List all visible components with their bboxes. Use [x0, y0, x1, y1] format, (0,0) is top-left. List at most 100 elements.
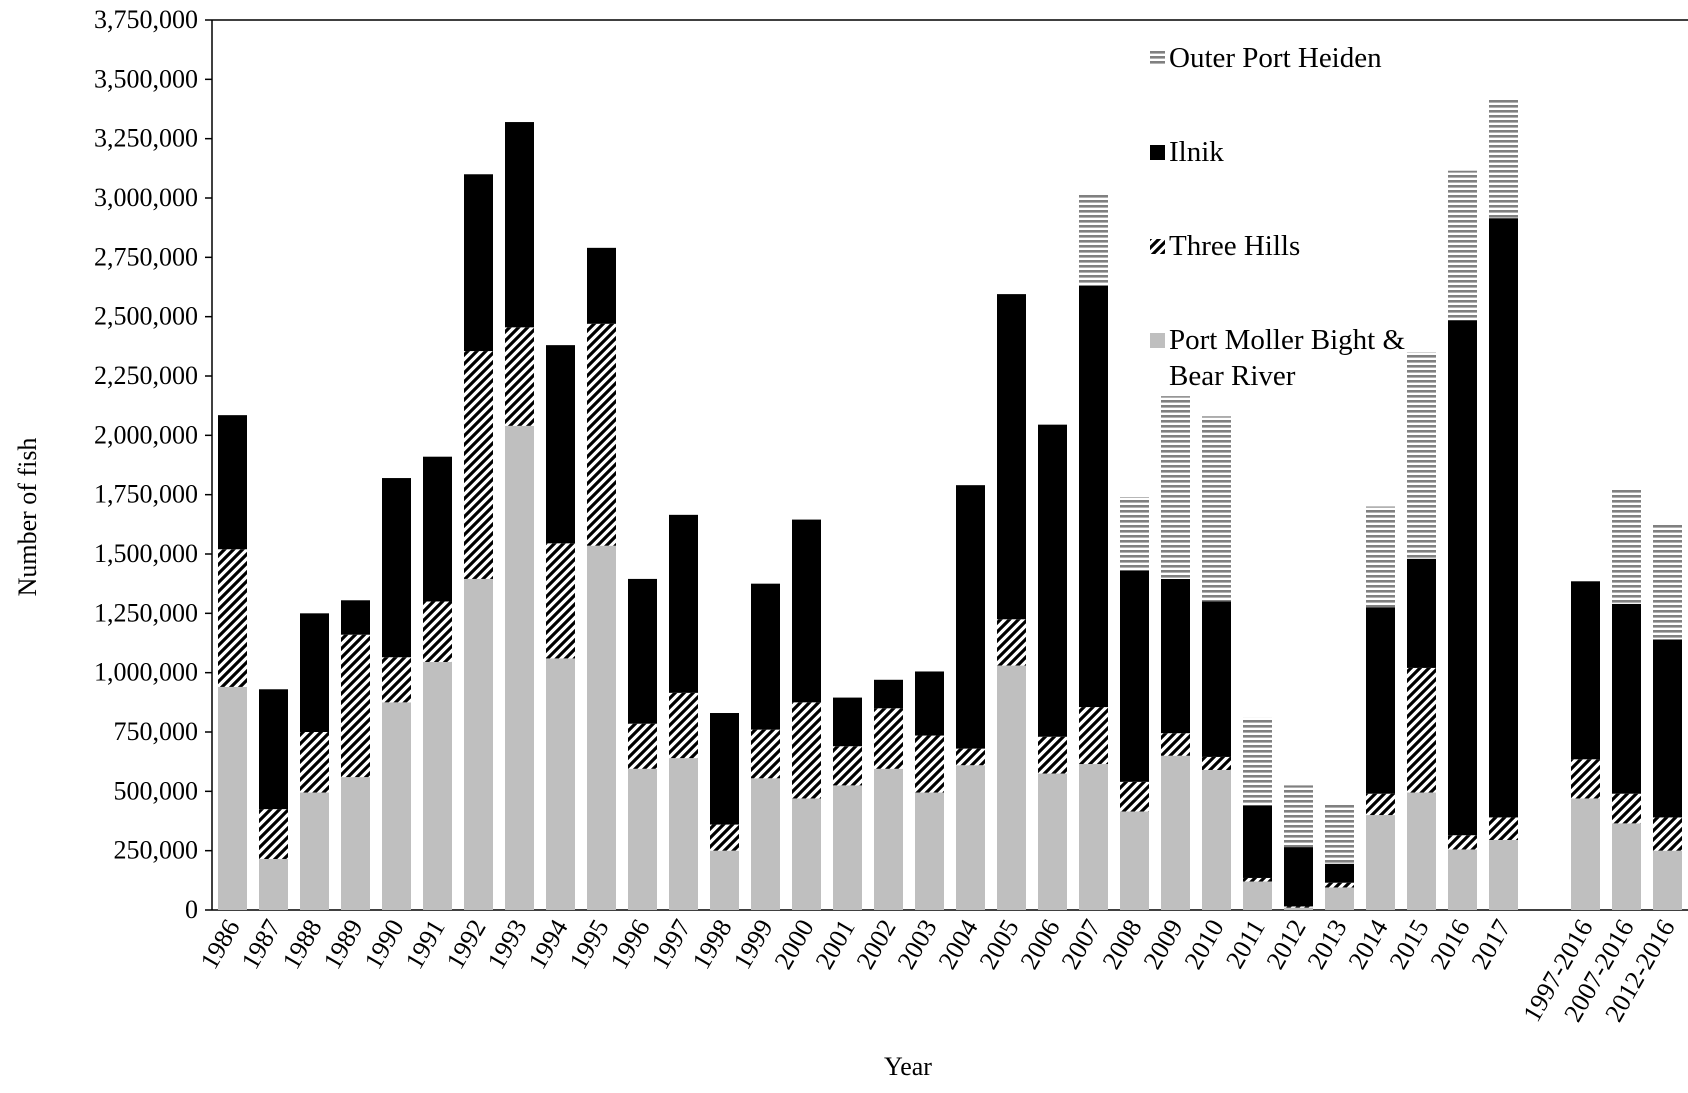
x-tick-label: 1991 [400, 915, 451, 975]
bar-segment [1120, 570, 1149, 782]
bar-segment [587, 545, 616, 910]
bar-segment [1489, 839, 1518, 910]
x-tick-label: 2010 [1179, 915, 1230, 975]
bar-segment [1079, 707, 1108, 765]
bar-segment [587, 323, 616, 546]
bar-segment [382, 657, 411, 703]
x-tick-label: 1988 [277, 915, 328, 975]
bar-segment [1202, 601, 1231, 757]
bar-segment [1243, 805, 1272, 878]
y-tick-label: 0 [185, 895, 198, 924]
y-tick-label: 3,250,000 [94, 124, 198, 153]
bar-segment [669, 758, 698, 910]
x-tick-label: 2013 [1302, 915, 1353, 975]
bar-segment [1325, 882, 1354, 888]
bar-segment [1366, 815, 1395, 910]
bar-segment [1243, 877, 1272, 882]
bar-segment [997, 619, 1026, 666]
bar-segment [792, 702, 821, 799]
bar-segment [423, 601, 452, 662]
x-tick-label: 1990 [359, 915, 410, 975]
y-axis-title: Number of fish [13, 438, 42, 597]
bar-segment [259, 689, 288, 810]
y-tick-label: 750,000 [114, 717, 199, 746]
bar-segment [956, 765, 985, 910]
y-tick-label: 2,500,000 [94, 302, 198, 331]
bar-segment [1079, 193, 1108, 286]
legend-swatch-fill [1150, 333, 1165, 348]
x-tick-label: 2007 [1056, 915, 1107, 975]
bar-segment [1120, 811, 1149, 910]
bar-segment [1571, 581, 1600, 760]
x-tick-label: 2003 [892, 915, 943, 975]
legend-swatch [1150, 333, 1165, 348]
bar-segment [669, 692, 698, 759]
bar-segment [1202, 769, 1231, 910]
x-tick-label: 1997 [646, 915, 697, 975]
bar-segment [915, 735, 944, 793]
legend-swatch [1150, 51, 1165, 66]
bar-segment [997, 665, 1026, 910]
legend-swatch-fill [1150, 51, 1165, 66]
legend-entry: Ilnik [1150, 134, 1450, 170]
x-tick-label: 2004 [933, 915, 984, 975]
legend-entry: Three Hills [1150, 228, 1450, 264]
bar-segment [956, 748, 985, 766]
bar-segment [751, 583, 780, 730]
bar-segment [833, 746, 862, 786]
bar-segment [710, 824, 739, 851]
bar-segment [300, 613, 329, 732]
bar-segment [1161, 396, 1190, 579]
legend-swatch [1150, 239, 1165, 254]
legend-swatch-fill [1150, 145, 1165, 160]
bar-segment [1079, 285, 1108, 708]
bar-segment [1120, 497, 1149, 571]
bar-segment [1038, 736, 1067, 774]
bar-segment [1407, 667, 1436, 793]
bar-segment [1653, 523, 1682, 640]
bar-segment [259, 809, 288, 859]
legend-entry: Outer Port Heiden [1150, 40, 1450, 76]
bar-segment [1284, 847, 1313, 907]
bar-segment [1161, 733, 1190, 756]
bar-segment [1653, 639, 1682, 818]
bar-segment [464, 174, 493, 352]
x-tick-label: 1995 [564, 915, 615, 975]
bar-segment [1612, 823, 1641, 910]
bar-segment [1489, 218, 1518, 818]
x-tick-label: 1989 [318, 915, 369, 975]
x-tick-label: 2008 [1097, 915, 1148, 975]
bar-segment [710, 850, 739, 910]
bar-segment [792, 798, 821, 910]
y-tick-label: 1,750,000 [94, 480, 198, 509]
bar-segment [505, 122, 534, 328]
bar-segment [1448, 170, 1477, 321]
bar-segment [1612, 489, 1641, 604]
bar-segment [1038, 424, 1067, 737]
x-tick-label: 1998 [687, 915, 738, 975]
bar-segment [751, 729, 780, 779]
bar-segment [1161, 755, 1190, 910]
y-tick-label: 3,750,000 [94, 5, 198, 34]
bar-segment [1366, 793, 1395, 816]
y-tick-label: 1,000,000 [94, 658, 198, 687]
bar-segment [1489, 817, 1518, 840]
bar-segment [710, 713, 739, 825]
bar-segment [423, 661, 452, 910]
bar-segment [218, 415, 247, 550]
bar-segment [792, 519, 821, 703]
bar-segment [464, 351, 493, 579]
y-tick-label: 1,250,000 [94, 598, 198, 627]
y-tick-label: 500,000 [114, 776, 199, 805]
bar-segment [628, 768, 657, 910]
bar-segment [1284, 907, 1313, 910]
legend-label: Outer Port Heiden [1169, 42, 1382, 74]
x-tick-label: 2002 [851, 915, 902, 975]
bar-segment [1448, 835, 1477, 850]
x-tick-label: 2001 [810, 915, 861, 975]
bar-segment [1161, 578, 1190, 734]
bar-segment [218, 549, 247, 687]
bar-segment [1612, 603, 1641, 794]
x-tick-label: 2006 [1015, 915, 1066, 975]
